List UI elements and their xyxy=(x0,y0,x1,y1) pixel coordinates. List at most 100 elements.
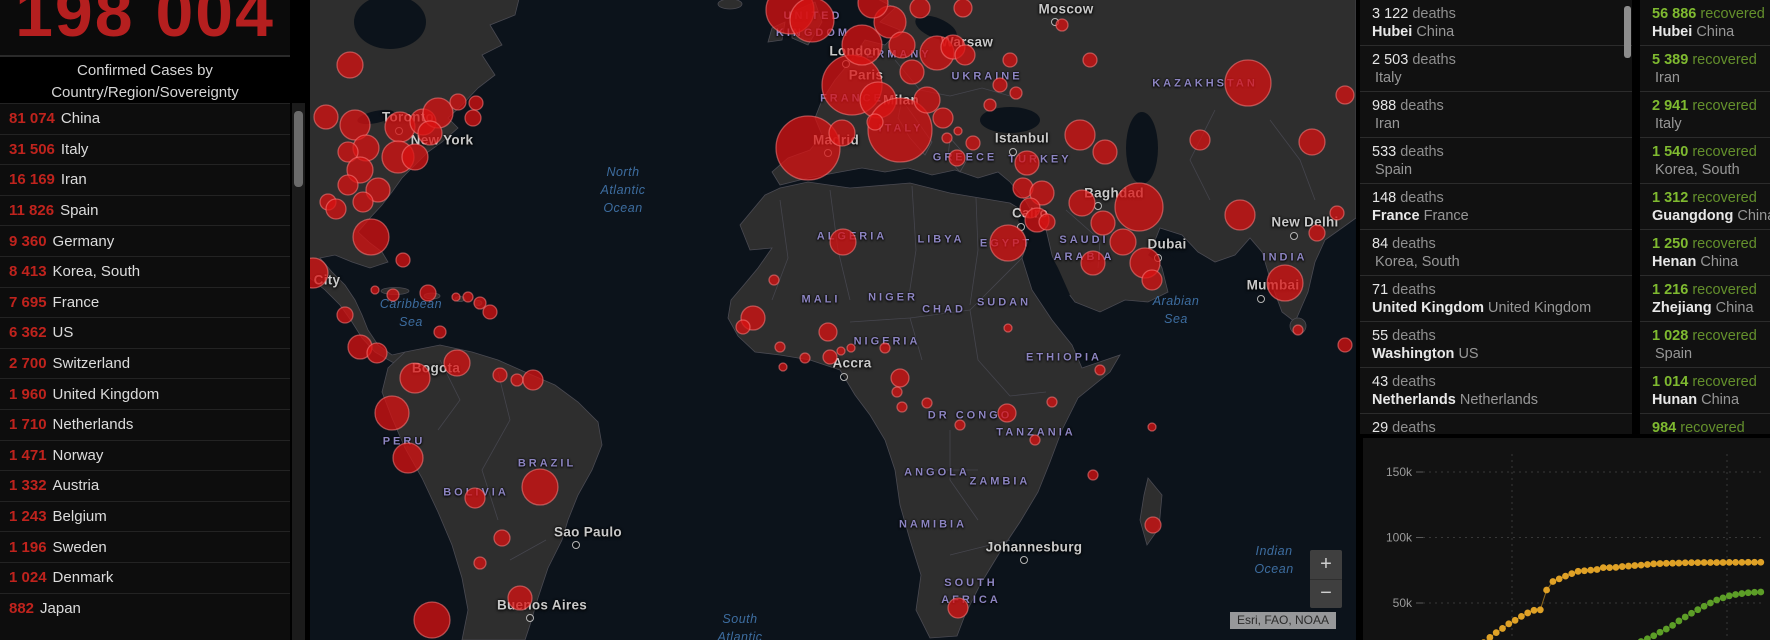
case-bubble[interactable] xyxy=(1064,119,1096,151)
chart-data-point[interactable] xyxy=(1486,634,1494,640)
recovered-row[interactable]: 1 028 recovered Spain xyxy=(1640,322,1770,368)
recovered-row[interactable]: 2 941 recovered Italy xyxy=(1640,92,1770,138)
chart-data-point[interactable] xyxy=(1574,567,1582,575)
case-bubble[interactable] xyxy=(449,93,467,111)
case-bubble[interactable] xyxy=(1094,364,1106,376)
case-bubble[interactable] xyxy=(841,24,883,66)
case-bubble[interactable] xyxy=(829,228,857,256)
chart-data-point[interactable] xyxy=(1555,575,1563,583)
chart-data-point[interactable] xyxy=(1581,567,1588,575)
case-bubble[interactable] xyxy=(352,191,374,213)
chart-data-point[interactable] xyxy=(1675,617,1683,625)
chart-data-point[interactable] xyxy=(1612,563,1620,571)
confirmed-row[interactable]: 1 710 Netherlands xyxy=(0,408,290,440)
confirmed-row[interactable]: 1 960 United Kingdom xyxy=(0,378,290,409)
recovered-row[interactable]: 1 540 recovered Korea, South xyxy=(1640,138,1770,184)
case-bubble[interactable] xyxy=(401,143,429,171)
chart-data-point[interactable] xyxy=(1694,606,1702,614)
chart-data-point[interactable] xyxy=(1700,602,1708,610)
cases-over-time-chart[interactable]: 150k 100k 50k xyxy=(1363,438,1770,640)
case-bubble[interactable] xyxy=(1003,323,1013,333)
case-bubble[interactable] xyxy=(954,44,976,66)
chart-data-point[interactable] xyxy=(1757,588,1765,596)
deaths-row[interactable]: 148 deaths France France xyxy=(1360,184,1632,230)
case-bubble[interactable] xyxy=(992,77,1008,93)
case-bubble[interactable] xyxy=(462,291,474,303)
zoom-out-button[interactable]: − xyxy=(1320,582,1332,605)
chart-data-point[interactable] xyxy=(1593,566,1601,573)
chart-data-point[interactable] xyxy=(1738,590,1746,597)
chart-data-point[interactable] xyxy=(1536,606,1544,614)
case-bubble[interactable] xyxy=(1082,52,1098,68)
chart-data-point[interactable] xyxy=(1631,562,1639,569)
deaths-row[interactable]: 84 deaths Korea, South xyxy=(1360,230,1632,276)
case-bubble[interactable] xyxy=(392,442,424,474)
case-bubble[interactable] xyxy=(493,529,511,547)
case-bubble[interactable] xyxy=(1224,59,1272,107)
chart-data-point[interactable] xyxy=(1568,570,1576,578)
case-bubble[interactable] xyxy=(337,174,359,196)
chart-data-point[interactable] xyxy=(1732,558,1739,566)
case-bubble[interactable] xyxy=(443,349,471,377)
case-bubble[interactable] xyxy=(1087,469,1099,481)
case-bubble[interactable] xyxy=(473,556,487,570)
chart-data-point[interactable] xyxy=(1599,564,1607,572)
case-bubble[interactable] xyxy=(399,362,431,394)
chart-data-point[interactable] xyxy=(1700,559,1708,566)
case-bubble[interactable] xyxy=(879,342,891,354)
chart-data-point[interactable] xyxy=(1681,559,1689,567)
chart-data-point[interactable] xyxy=(1562,572,1569,580)
case-bubble[interactable] xyxy=(866,113,884,131)
chart-data-point[interactable] xyxy=(1744,589,1752,597)
case-bubble[interactable] xyxy=(1046,396,1058,408)
chart-data-point[interactable] xyxy=(1713,596,1721,604)
case-bubble[interactable] xyxy=(464,487,486,509)
case-bubble[interactable] xyxy=(1109,228,1137,256)
deaths-row[interactable]: 533 deaths Spain xyxy=(1360,138,1632,184)
deaths-row[interactable]: 55 deaths Washington US xyxy=(1360,322,1632,368)
deaths-row[interactable]: 71 deaths United Kingdom United Kingdom xyxy=(1360,276,1632,322)
chart-data-point[interactable] xyxy=(1694,559,1702,567)
recovered-row[interactable]: 1 014 recovered Hunan China xyxy=(1640,368,1770,414)
case-bubble[interactable] xyxy=(417,120,443,146)
case-bubble[interactable] xyxy=(468,95,484,111)
confirmed-row[interactable]: 1 024 Denmark xyxy=(0,561,290,593)
chart-data-point[interactable] xyxy=(1606,564,1613,572)
case-bubble[interactable] xyxy=(365,177,391,203)
chart-data-point[interactable] xyxy=(1751,588,1758,596)
confirmed-list-scrollbar[interactable] xyxy=(292,103,305,640)
case-bubble[interactable] xyxy=(433,325,447,339)
recovered-row[interactable]: 984 recovered xyxy=(1640,414,1770,434)
case-bubble[interactable] xyxy=(1298,128,1326,156)
chart-data-point[interactable] xyxy=(1744,558,1752,566)
case-bubble[interactable] xyxy=(1055,18,1069,32)
chart-data-point[interactable] xyxy=(1725,592,1733,600)
world-map[interactable]: UNITED KINGDOMFRANCEGERMANYITALYGREECEUK… xyxy=(310,0,1356,640)
case-bubble[interactable] xyxy=(313,104,339,130)
case-bubble[interactable] xyxy=(888,31,916,59)
confirmed-row[interactable]: 6 362 US xyxy=(0,317,290,348)
case-bubble[interactable] xyxy=(867,97,933,163)
case-bubble[interactable] xyxy=(818,322,838,342)
case-bubble[interactable] xyxy=(1335,85,1355,105)
case-bubble[interactable] xyxy=(1308,224,1326,242)
chart-data-point[interactable] xyxy=(1669,559,1676,567)
case-bubble[interactable] xyxy=(522,369,544,391)
deaths-row[interactable]: 29 deaths xyxy=(1360,414,1632,434)
case-bubble[interactable] xyxy=(954,419,966,431)
chart-data-point[interactable] xyxy=(1644,561,1651,568)
case-bubble[interactable] xyxy=(799,352,811,364)
case-bubble[interactable] xyxy=(1144,516,1162,534)
case-bubble[interactable] xyxy=(953,126,963,136)
chart-data-point[interactable] xyxy=(1681,613,1689,621)
recovered-row[interactable]: 5 389 recovered Iran xyxy=(1640,46,1770,92)
chart-data-point[interactable] xyxy=(1530,606,1538,614)
case-bubble[interactable] xyxy=(1141,269,1163,291)
confirmed-row[interactable]: 16 169 Iran xyxy=(0,164,290,195)
confirmed-row[interactable]: 1 243 Belgium xyxy=(0,500,290,532)
case-bubble[interactable] xyxy=(370,285,380,295)
case-bubble[interactable] xyxy=(1009,86,1023,100)
chart-data-point[interactable] xyxy=(1757,558,1765,566)
deaths-row[interactable]: 3 122 deaths Hubei China xyxy=(1360,0,1632,46)
